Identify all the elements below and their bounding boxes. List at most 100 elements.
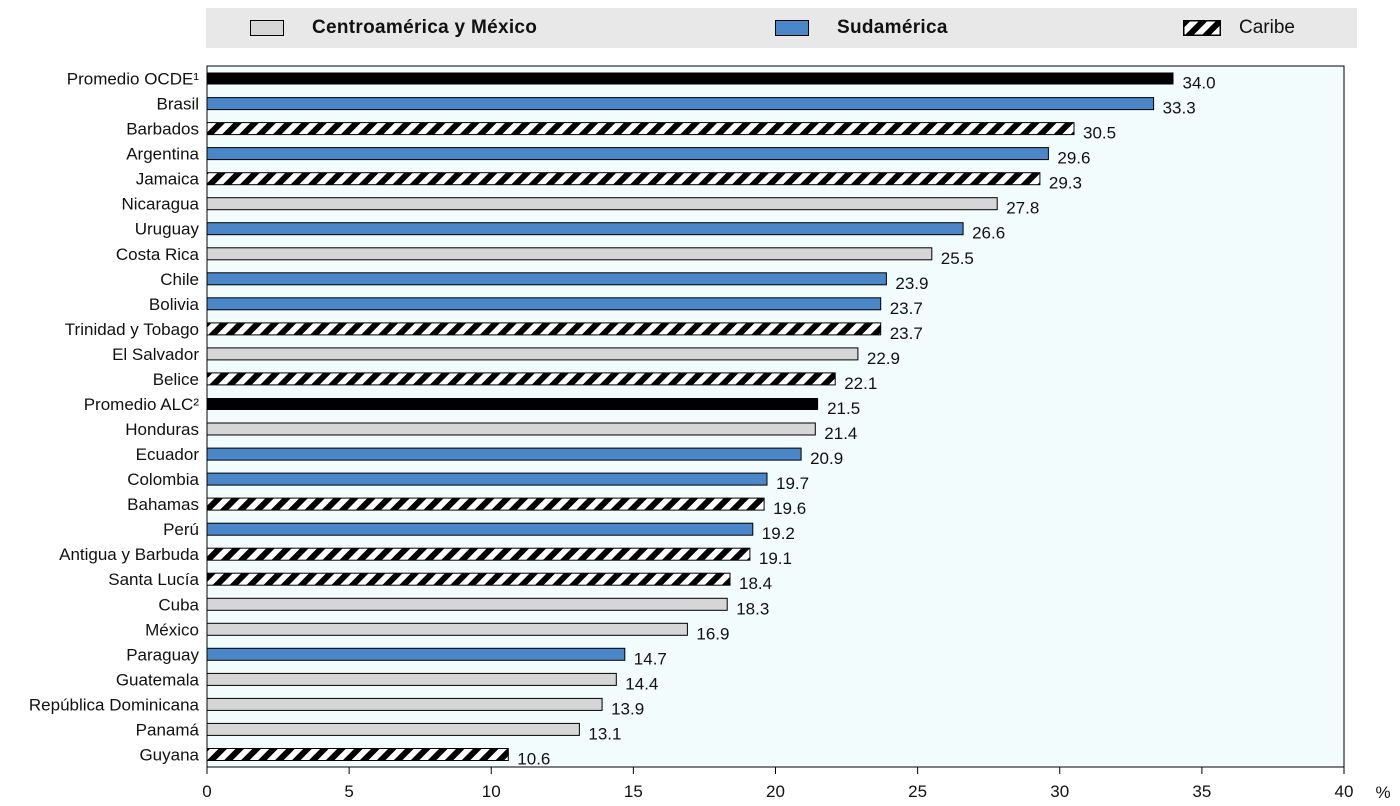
value-label: 22.9: [867, 349, 900, 368]
category-label: Santa Lucía: [108, 570, 199, 589]
category-label: Belice: [153, 370, 199, 389]
category-label: Bahamas: [127, 495, 199, 514]
legend-item-south: Sudamérica: [775, 17, 948, 38]
bar-belice: [206, 372, 836, 386]
bar-chile: [206, 272, 887, 286]
category-label: Argentina: [126, 145, 199, 164]
bar-rep-blica-dominicana: [206, 697, 603, 711]
value-label: 20.9: [810, 449, 843, 468]
x-tick-label: 0: [202, 782, 211, 801]
bar-jamaica: [206, 172, 1041, 186]
bar-ecuador: [206, 447, 802, 461]
value-label: 30.5: [1083, 124, 1116, 143]
value-label: 29.6: [1057, 149, 1090, 168]
bar-uruguay: [206, 222, 964, 236]
bar-guatemala: [206, 672, 617, 686]
bar-barbados: [206, 122, 1075, 136]
x-tick-label: 10: [482, 782, 501, 801]
value-label: 23.9: [895, 274, 928, 293]
category-label: Colombia: [127, 470, 199, 489]
legend: Centroamérica y México Sudamérica Caribe: [206, 8, 1357, 48]
bar-m-xico: [206, 622, 688, 636]
category-label: El Salvador: [112, 345, 199, 364]
category-label: Chile: [160, 270, 199, 289]
plot-area: [206, 65, 1345, 768]
legend-label-central: Centroamérica y México: [312, 17, 538, 38]
x-tick-label: 5: [344, 782, 353, 801]
bar-nicaragua: [206, 197, 998, 211]
value-label: 22.1: [844, 374, 877, 393]
bar-el-salvador: [206, 347, 859, 361]
category-label: Paraguay: [126, 645, 199, 664]
bar-brasil: [206, 97, 1155, 111]
value-label: 16.9: [696, 624, 729, 643]
category-label: Perú: [163, 520, 199, 539]
legend-swatch-south: [775, 20, 809, 36]
value-label: 27.8: [1006, 199, 1039, 218]
value-label: 18.4: [739, 574, 772, 593]
category-label: Trinidad y Tobago: [65, 320, 199, 339]
category-label: Guatemala: [116, 670, 200, 689]
legend-label-south: Sudamérica: [837, 17, 948, 38]
x-tick-label: 25: [908, 782, 927, 801]
legend-item-central: Centroamérica y México: [250, 17, 538, 38]
bar-argentina: [206, 147, 1049, 161]
category-label: Ecuador: [136, 445, 200, 464]
x-tick-label: 30: [1050, 782, 1069, 801]
x-axis-unit-label: %: [1375, 783, 1390, 802]
bar-santa-luc-a: [206, 572, 731, 586]
category-label: Bolivia: [149, 295, 200, 314]
bar-paraguay: [206, 647, 626, 661]
x-tick-label: 15: [624, 782, 643, 801]
value-label: 23.7: [890, 324, 923, 343]
value-label: 14.7: [634, 649, 667, 668]
value-label: 19.2: [762, 524, 795, 543]
legend-item-caribbean: Caribe: [1183, 17, 1295, 38]
category-label: Costa Rica: [116, 245, 200, 264]
value-label: 21.5: [827, 399, 860, 418]
value-label: 34.0: [1183, 74, 1216, 93]
bar-bahamas: [206, 497, 765, 511]
category-label: República Dominicana: [29, 695, 200, 714]
value-label: 29.3: [1049, 174, 1082, 193]
legend-swatch-central: [250, 20, 284, 36]
category-label: Panamá: [136, 720, 200, 739]
value-label: 18.3: [736, 599, 769, 618]
value-label: 13.9: [611, 699, 644, 718]
category-label: Antigua y Barbuda: [59, 545, 199, 564]
category-label: México: [145, 620, 199, 639]
category-label: Promedio ALC²: [84, 395, 200, 414]
x-tick-label: 20: [766, 782, 785, 801]
value-label: 19.6: [773, 499, 806, 518]
value-label: 13.1: [588, 724, 621, 743]
value-label: 19.1: [759, 549, 792, 568]
bar-colombia: [206, 472, 768, 486]
bar-honduras: [206, 422, 816, 436]
value-label: 26.6: [972, 224, 1005, 243]
bar-promedio-ocde: [207, 72, 1174, 85]
bar-costa-rica: [206, 247, 933, 261]
category-label: Guyana: [139, 746, 199, 765]
category-label: Promedio OCDE¹: [67, 70, 200, 89]
bar-trinidad-y-tobago: [206, 322, 882, 336]
category-label: Cuba: [158, 595, 199, 614]
bar-bolivia: [206, 297, 882, 311]
bar-promedio-alc: [207, 398, 819, 410]
category-label: Uruguay: [135, 220, 200, 239]
value-label: 33.3: [1163, 99, 1196, 118]
category-label: Brasil: [156, 95, 199, 114]
category-label: Nicaragua: [122, 195, 200, 214]
value-label: 10.6: [517, 750, 550, 769]
value-label: 25.5: [941, 249, 974, 268]
category-label: Barbados: [126, 120, 199, 139]
bar-guyana: [206, 748, 509, 761]
legend-label-caribbean: Caribe: [1239, 17, 1295, 38]
category-label: Jamaica: [136, 170, 200, 189]
value-label: 14.4: [625, 674, 658, 693]
bar-per: [206, 522, 754, 536]
bar-cuba: [206, 597, 728, 611]
value-label: 23.7: [890, 299, 923, 318]
category-label: Honduras: [125, 420, 199, 439]
value-label: 19.7: [776, 474, 809, 493]
